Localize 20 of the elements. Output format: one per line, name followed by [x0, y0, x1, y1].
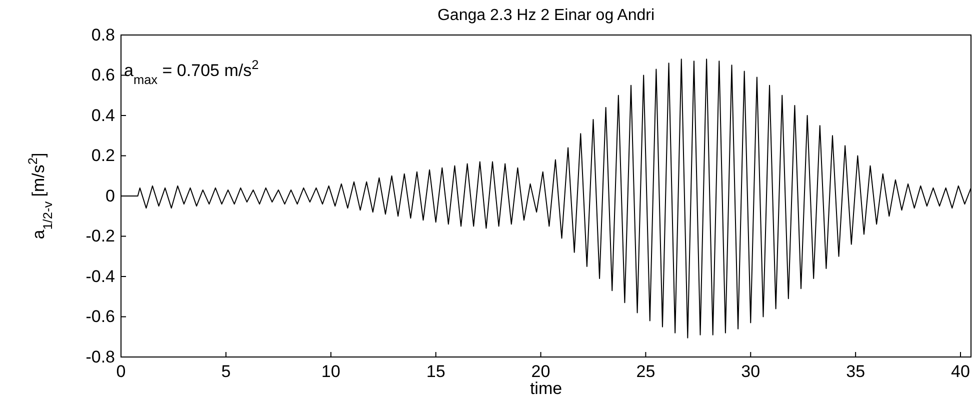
x-tick-label: 20	[531, 362, 550, 382]
x-tick-label: 15	[426, 362, 446, 382]
x-tick-label: 30	[741, 362, 760, 382]
y-tick-label: 0.6	[91, 66, 115, 85]
y-tick-label: -0.2	[86, 226, 115, 246]
x-tick-label: 40	[951, 362, 970, 382]
x-tick-label: 35	[846, 362, 866, 382]
x-tick-label: 10	[321, 362, 340, 382]
y-tick-label: 0.4	[91, 106, 115, 125]
annotation: a$_{max}$ = 0.705 m/s$^{2}$	[124, 56, 259, 86]
y-tick-label: -0.6	[86, 307, 115, 326]
y-tick-label: -0.4	[86, 266, 115, 286]
y-tick-label: -0.8	[86, 347, 115, 366]
y-tick-label: 0	[106, 186, 115, 206]
x-tick-label: 5	[221, 362, 231, 382]
chart-title: Ganga 2.3 Hz 2 Einar og Andri	[437, 7, 655, 24]
x-tick-label: 25	[636, 362, 656, 382]
x-axis-title: time	[530, 379, 562, 398]
y-tick-label: 0.8	[91, 25, 115, 44]
y-tick-label: 0.2	[91, 146, 115, 166]
